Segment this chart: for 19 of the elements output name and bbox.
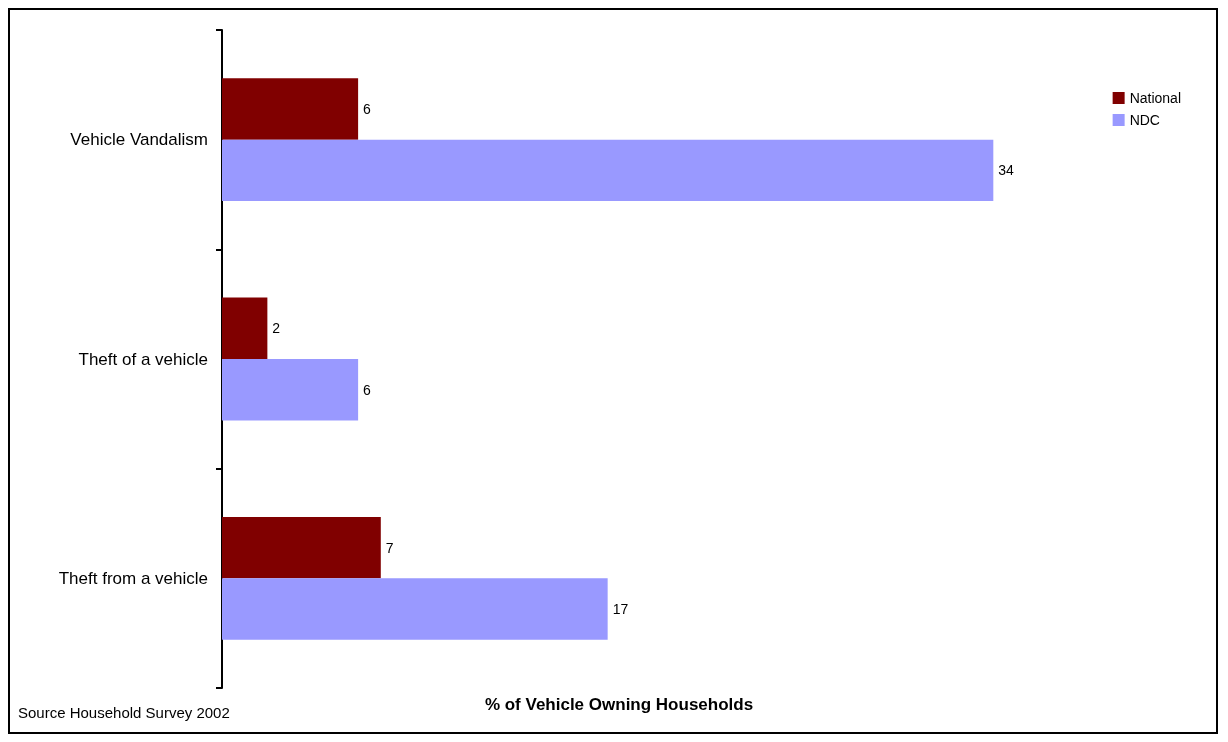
bar — [222, 297, 268, 359]
data-label: 6 — [363, 381, 372, 398]
y-tick-label: Theft of a vehicle — [78, 349, 208, 369]
bar — [222, 139, 994, 202]
data-label: 17 — [612, 601, 629, 618]
data-label: 34 — [998, 162, 1015, 179]
bar — [222, 516, 381, 579]
y-tick-label: Vehicle Vandalism — [70, 130, 208, 150]
bar — [222, 359, 359, 421]
source-note: Source Household Survey 2002 — [18, 704, 230, 721]
y-tick-label: Theft from a vehicle — [58, 568, 208, 588]
data-label: 6 — [363, 100, 372, 117]
data-label: 2 — [272, 320, 281, 337]
bar — [222, 78, 359, 140]
bar — [222, 578, 608, 640]
legend-label: National — [1129, 90, 1182, 106]
data-label: 7 — [385, 539, 394, 556]
legend-label: NDC — [1129, 112, 1160, 128]
x-axis-title: % of Vehicle Owning Households — [484, 695, 754, 714]
